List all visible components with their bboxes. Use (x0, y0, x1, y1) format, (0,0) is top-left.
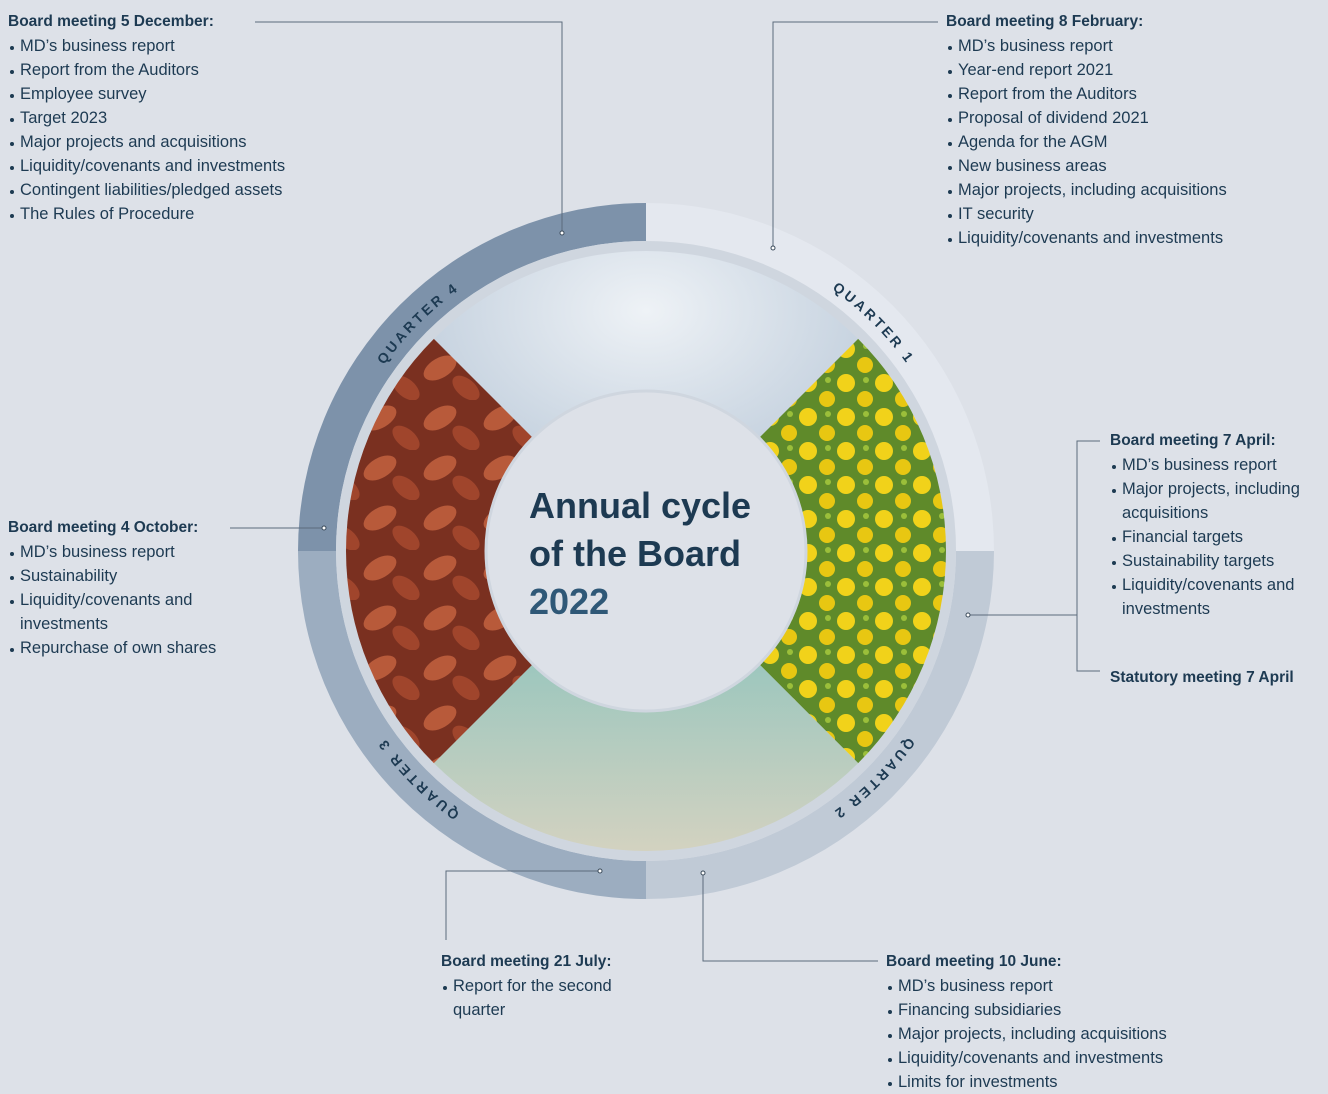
meeting-heading: Board meeting 10 June: (886, 950, 1226, 974)
meeting-heading: Board meeting 4 October: (8, 516, 243, 540)
page: QUARTER 1QUARTER 2QUARTER 3QUARTER 4 Boa… (0, 0, 1328, 1090)
agenda-item: Contingent liabilities/pledged assets (20, 178, 293, 202)
agenda-item: Major projects, including acquisitions (958, 178, 1286, 202)
agenda-item: New business areas (958, 154, 1286, 178)
agenda-item: Limits for investments (898, 1070, 1226, 1094)
title-year: 2022 (529, 578, 751, 626)
agenda-item: Major projects, including acquisitions (1122, 477, 1325, 525)
meeting: Board meeting 8 February:MD’s business r… (946, 10, 1286, 250)
agenda-item: Repurchase of own shares (20, 636, 243, 660)
title: Annual cycle of the Board 2022 (529, 482, 751, 626)
title-line: of the Board (529, 530, 751, 578)
connector (773, 22, 938, 248)
agenda-item: Sustainability targets (1122, 549, 1325, 573)
agenda-item: MD’s business report (20, 540, 243, 564)
agenda-item: MD’s business report (1122, 453, 1325, 477)
meeting: Board meeting 10 June:MD’s business repo… (886, 950, 1226, 1094)
dot (966, 613, 970, 617)
meeting: Board meeting 21 July:Report for the sec… (441, 950, 646, 1022)
connector (255, 22, 562, 233)
agenda-list: Report for the second quarter (441, 974, 646, 1022)
agenda-item: Report from the Auditors (958, 82, 1286, 106)
meeting-heading: Board meeting 8 February: (946, 10, 1286, 34)
meeting-heading: Board meeting 7 April: (1110, 429, 1325, 453)
agenda-item: Liquidity/covenants and investments (898, 1046, 1226, 1070)
agenda-item: Employee survey (20, 82, 293, 106)
agenda-item: IT security (958, 202, 1286, 226)
dot (598, 869, 602, 873)
agenda-item: Major projects, including acquisitions (898, 1022, 1226, 1046)
agenda-item: Target 2023 (20, 106, 293, 130)
agenda-item: Report from the Auditors (20, 58, 293, 82)
agenda-item: Agenda for the AGM (958, 130, 1286, 154)
dot (701, 871, 705, 875)
agenda-item: Sustainability (20, 564, 243, 588)
meeting-heading: Board meeting 21 July: (441, 950, 646, 974)
agenda-item: MD’s business report (958, 34, 1286, 58)
agenda-item: The Rules of Procedure (20, 202, 293, 226)
agenda-item: Report for the second quarter (453, 974, 646, 1022)
agenda-item: Financing subsidiaries (898, 998, 1226, 1022)
statutory-meeting: Statutory meeting 7 April (1110, 669, 1294, 687)
agenda-item: Major projects and acquisitions (20, 130, 293, 154)
agenda-item: Financial targets (1122, 525, 1325, 549)
agenda-item: Year-end report 2021 (958, 58, 1286, 82)
dot (560, 231, 564, 235)
agenda-item: MD’s business report (898, 974, 1226, 998)
dot (771, 246, 775, 250)
title-line: Annual cycle (529, 482, 751, 530)
agenda-item: Liquidity/covenants and investments (20, 588, 243, 636)
agenda-item: Liquidity/covenants and investments (958, 226, 1286, 250)
connector (1077, 441, 1100, 671)
dot (322, 526, 326, 530)
agenda-item: Proposal of dividend 2021 (958, 106, 1286, 130)
agenda-item: Liquidity/covenants and investments (1122, 573, 1325, 621)
meeting-heading: Board meeting 5 December: (8, 10, 293, 34)
agenda-item: MD’s business report (20, 34, 293, 58)
meeting: Board meeting 7 April:MD’s business repo… (1110, 429, 1325, 621)
meeting: Board meeting 4 October:MD’s business re… (8, 516, 243, 660)
agenda-item: Liquidity/covenants and investments (20, 154, 293, 178)
meeting: Board meeting 5 December:MD’s business r… (8, 10, 293, 226)
